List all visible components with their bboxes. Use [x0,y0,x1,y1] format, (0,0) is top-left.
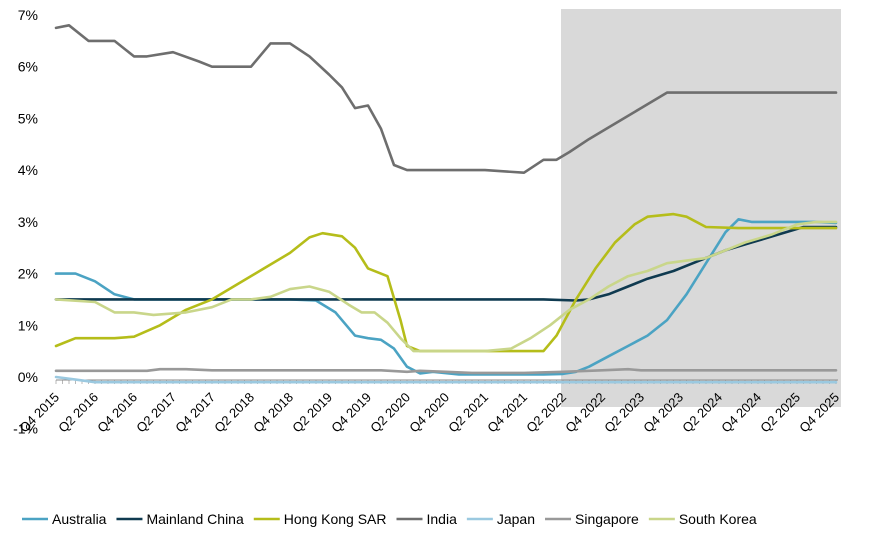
legend: Australia Mainland China Hong Kong SAR Indi… [22,511,757,527]
legend-item: Japan [466,511,535,527]
legend-label: Australia [52,511,107,527]
legend-label: Singapore [575,511,639,527]
legend-item: Hong Kong SAR [253,511,387,527]
x-tick-label: Q4 2020 [406,390,452,436]
legend-item: India [396,511,458,527]
series-line-south-korea [54,220,838,353]
x-tick-label: Q4 2021 [484,390,530,436]
x-tick-label: Q2 2020 [367,390,413,436]
y-tick-label: -1% [13,421,38,437]
x-tick-label: Q2 2022 [523,390,569,436]
x-tick-label: Q4 2018 [250,390,296,436]
legend-item: Australia [22,511,107,527]
x-tick-label: Q2 2016 [55,390,101,436]
series-lines [54,24,838,384]
x-tick-label: Q2 2019 [289,390,335,436]
y-tick-label: 1% [18,317,38,333]
series-line-mainland-china [54,225,838,302]
x-tick-label: Q4 2017 [172,390,218,436]
x-tick-label: Q4 2016 [94,390,140,436]
y-tick-label: 6% [18,59,38,75]
series-line-singapore [54,367,838,375]
series-line-japan [54,375,838,384]
legend-item: Mainland China [116,511,244,527]
series-line-india [54,24,838,174]
x-tick-label: Q2 2018 [211,390,257,436]
legend-label: India [427,511,458,527]
legend-label: Mainland China [146,511,243,527]
shaded-forecast-region [561,9,841,407]
y-axis-ticks: -1% 0% 1% 2% 3% 4% 5% 6% 7% [13,7,38,437]
y-tick-label: 4% [18,162,38,178]
y-tick-label: 2% [18,266,38,282]
y-tick-label: 3% [18,214,38,230]
legend-label: South Korea [679,511,757,527]
x-tick-label: Q2 2021 [445,390,491,436]
legend-label: Japan [497,511,535,527]
y-tick-label: 0% [18,369,38,385]
y-tick-label: 5% [18,110,38,126]
x-tick-label: Q2 2017 [133,390,179,436]
legend-item: South Korea [648,511,757,527]
x-tick-label: Q4 2015 [16,390,62,436]
legend-label: Hong Kong SAR [284,511,387,527]
series-line-hong-kong-sar [54,212,838,353]
legend-item: Singapore [545,511,639,527]
x-tick-label: Q4 2019 [328,390,374,436]
y-tick-label: 7% [18,7,38,23]
